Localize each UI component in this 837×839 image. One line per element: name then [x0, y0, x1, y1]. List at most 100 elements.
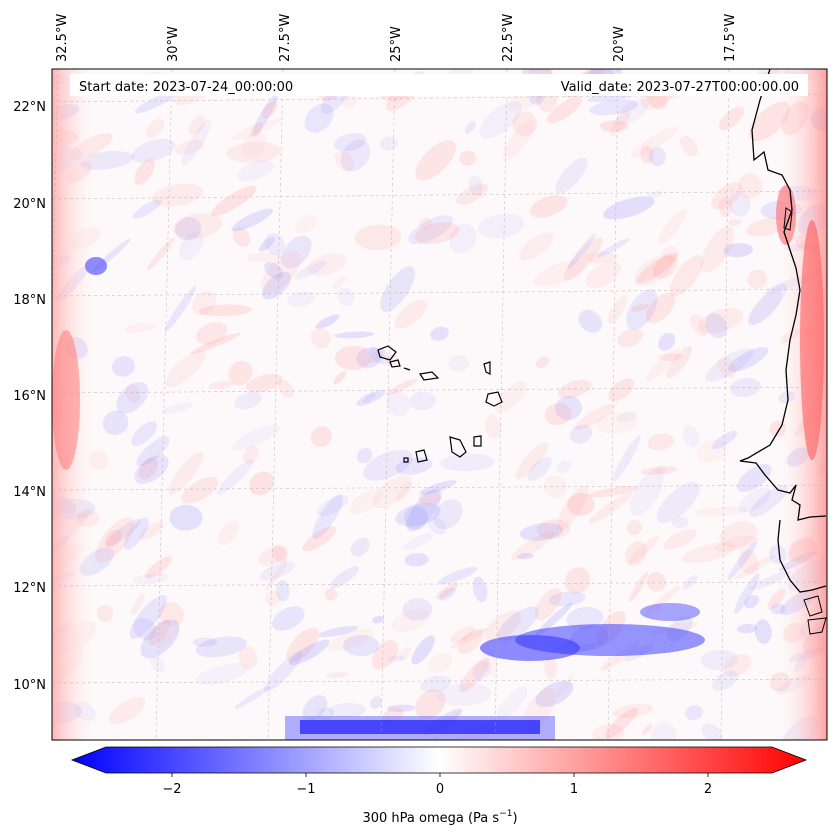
field-patch	[238, 646, 258, 670]
field-patch	[398, 646, 411, 660]
field-patch	[232, 227, 251, 248]
latitude-labels: 22°N 20°N 18°N 16°N 14°N 12°N 10°N	[13, 100, 46, 693]
field-patch	[131, 421, 158, 446]
field-patch	[276, 580, 290, 602]
field-patch	[246, 252, 282, 263]
field-patch	[495, 380, 528, 413]
colorbar-tick: 2	[704, 782, 712, 797]
field-patch	[379, 136, 398, 151]
field-patch	[588, 492, 633, 524]
field-patch	[464, 120, 476, 134]
field-patch	[497, 687, 528, 719]
field-patch	[544, 403, 572, 426]
field-patch	[242, 445, 259, 464]
field-patch	[333, 371, 347, 385]
field-patch	[95, 517, 135, 563]
field-patch	[534, 588, 562, 621]
field-patch	[485, 414, 502, 439]
longitude-labels: 32.5°W 30°W 27.5°W 25°W 22.5°W 20°W 17.5…	[55, 14, 738, 62]
field-patch	[714, 535, 759, 552]
field-patch	[737, 173, 763, 199]
field-patch	[701, 226, 735, 273]
field-patch	[138, 457, 159, 480]
field-patch	[302, 695, 328, 721]
lat-label: 22°N	[13, 100, 46, 115]
field-patch	[158, 626, 180, 648]
field-patch	[701, 723, 723, 740]
field-patch	[617, 328, 644, 348]
field-patch	[517, 553, 534, 560]
field-patch	[605, 708, 638, 739]
field-patch	[546, 96, 583, 124]
field-patch	[566, 607, 604, 630]
field-patch	[386, 391, 411, 417]
field-patch	[653, 255, 678, 280]
field-patch	[286, 627, 319, 663]
lon-label: 25°W	[389, 26, 404, 62]
field-patch	[310, 426, 332, 448]
field-patch	[629, 468, 664, 516]
field-patch	[386, 704, 416, 713]
field-patch	[139, 521, 164, 540]
field-patch	[718, 106, 745, 131]
field-patch	[133, 617, 157, 641]
field-patch	[529, 195, 568, 218]
field-patch	[116, 382, 149, 414]
field-patch	[428, 652, 453, 674]
field-patch	[181, 119, 212, 167]
lat-label: 18°N	[13, 293, 46, 308]
field-patch	[356, 447, 373, 464]
field-patch	[468, 175, 483, 196]
field-patch	[685, 705, 703, 721]
field-patch	[578, 309, 603, 333]
field-patch	[231, 208, 273, 232]
field-patch	[134, 158, 155, 186]
field-patch	[459, 658, 490, 693]
field-patch	[192, 637, 218, 647]
field-patch	[249, 471, 275, 496]
field-patch	[497, 606, 539, 642]
field-patch	[362, 393, 376, 404]
field-patch	[317, 495, 349, 517]
field-patch	[259, 561, 296, 581]
field-patch	[330, 566, 359, 589]
field-patch	[587, 486, 638, 498]
field-patch	[681, 542, 736, 563]
field-patch	[337, 287, 355, 306]
field-patch	[188, 115, 206, 136]
field-patch	[555, 395, 583, 421]
field-patch	[737, 463, 772, 493]
field-patch	[334, 150, 355, 172]
field-patch	[396, 482, 412, 502]
field-patch	[658, 352, 683, 362]
field-patch	[326, 672, 348, 679]
field-patch	[662, 245, 679, 263]
colorbar-label: 300 hPa omega (Pa s−1)	[362, 809, 517, 826]
field-patch	[564, 237, 603, 281]
field-patch	[447, 69, 475, 76]
field-patch	[179, 231, 205, 261]
field-patch	[278, 379, 294, 398]
field-patch	[342, 634, 380, 657]
colorbar-tick: −2	[162, 782, 181, 797]
field-patch	[332, 275, 347, 290]
field-patch	[728, 192, 751, 217]
lon-label: 27.5°W	[278, 14, 293, 62]
field-patch	[130, 593, 145, 615]
field-patch	[216, 458, 255, 495]
field-patch	[245, 373, 283, 393]
field-patch	[302, 526, 337, 552]
field-patch	[609, 110, 630, 137]
africa-coastline	[739, 69, 827, 593]
field-patch	[630, 126, 679, 158]
field-patch	[519, 522, 563, 541]
field-patch	[472, 576, 488, 603]
field-patch	[438, 566, 478, 585]
field-patch	[340, 139, 371, 172]
field-patch	[625, 541, 647, 566]
field-patch	[512, 111, 538, 137]
field-patch	[265, 590, 281, 606]
field-patch	[518, 232, 554, 261]
field-patch	[457, 628, 484, 654]
field-patch	[689, 314, 708, 337]
